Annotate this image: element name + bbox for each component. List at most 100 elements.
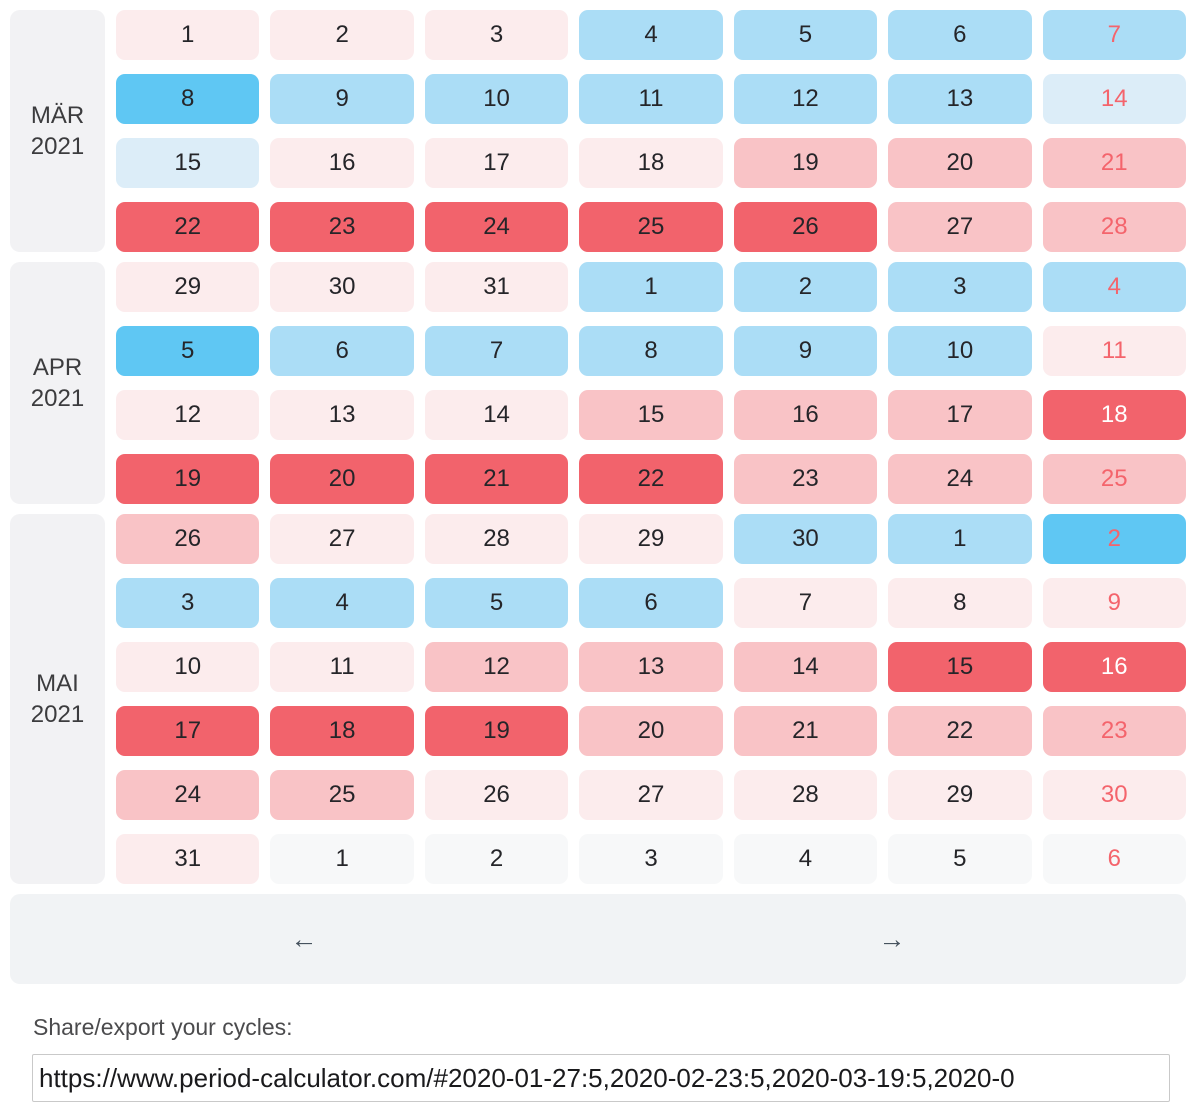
day-cell[interactable]: 21	[1042, 138, 1186, 188]
day-cell[interactable]: 30	[733, 514, 878, 564]
day-cell[interactable]: 4	[579, 10, 723, 60]
day-cell[interactable]: 17	[116, 706, 260, 756]
day-cell[interactable]: 29	[116, 262, 260, 312]
day-cell[interactable]: 1	[888, 514, 1032, 564]
day-cell[interactable]: 23	[733, 454, 878, 504]
day-cell[interactable]: 2	[424, 834, 569, 884]
day-cell[interactable]: 15	[579, 390, 723, 440]
day-cell[interactable]: 9	[1042, 578, 1186, 628]
day-cell[interactable]: 31	[424, 262, 569, 312]
day-cell[interactable]: 2	[270, 10, 414, 60]
day-cell[interactable]: 11	[579, 74, 723, 124]
day-cell[interactable]: 9	[270, 74, 414, 124]
day-cell[interactable]: 29	[579, 514, 723, 564]
day-cell[interactable]: 22	[116, 202, 260, 252]
day-cell[interactable]: 5	[424, 578, 569, 628]
day-cell[interactable]: 12	[733, 74, 878, 124]
day-cell[interactable]: 21	[733, 706, 878, 756]
day-cell[interactable]: 26	[733, 202, 878, 252]
day-cell[interactable]: 7	[1042, 10, 1186, 60]
day-cell[interactable]: 24	[424, 202, 569, 252]
day-cell[interactable]: 9	[733, 326, 878, 376]
day-cell[interactable]: 6	[270, 326, 414, 376]
day-cell[interactable]: 4	[1042, 262, 1186, 312]
day-cell[interactable]: 15	[116, 138, 260, 188]
day-cell[interactable]: 23	[1042, 706, 1186, 756]
day-cell[interactable]: 14	[424, 390, 569, 440]
day-cell[interactable]: 30	[270, 262, 414, 312]
day-cell[interactable]: 12	[424, 642, 569, 692]
day-cell[interactable]: 17	[888, 390, 1032, 440]
day-cell[interactable]: 30	[1042, 770, 1186, 820]
day-cell[interactable]: 27	[579, 770, 723, 820]
day-cell[interactable]: 16	[270, 138, 414, 188]
day-cell[interactable]: 22	[888, 706, 1032, 756]
day-cell[interactable]: 31	[116, 834, 260, 884]
day-cell[interactable]: 10	[424, 74, 569, 124]
day-cell[interactable]: 17	[424, 138, 569, 188]
day-cell[interactable]: 26	[424, 770, 569, 820]
day-cell[interactable]: 19	[424, 706, 569, 756]
day-cell[interactable]: 20	[888, 138, 1032, 188]
day-cell[interactable]: 5	[888, 834, 1032, 884]
day-cell[interactable]: 3	[579, 834, 723, 884]
day-cell[interactable]: 6	[579, 578, 723, 628]
day-cell[interactable]: 18	[579, 138, 723, 188]
day-cell[interactable]: 15	[888, 642, 1032, 692]
day-cell[interactable]: 10	[116, 642, 260, 692]
day-cell[interactable]: 6	[888, 10, 1032, 60]
day-cell[interactable]: 20	[579, 706, 723, 756]
day-cell[interactable]: 11	[1042, 326, 1186, 376]
day-cell[interactable]: 25	[1042, 454, 1186, 504]
day-cell[interactable]: 24	[116, 770, 260, 820]
day-cell[interactable]: 28	[733, 770, 878, 820]
day-cell[interactable]: 7	[733, 578, 878, 628]
share-url-input[interactable]	[32, 1054, 1170, 1102]
day-cell[interactable]: 8	[888, 578, 1032, 628]
day-cell[interactable]: 1	[579, 262, 723, 312]
day-cell[interactable]: 24	[888, 454, 1032, 504]
day-cell[interactable]: 5	[733, 10, 878, 60]
day-cell[interactable]: 5	[116, 326, 260, 376]
day-cell[interactable]: 14	[1042, 74, 1186, 124]
next-months-button[interactable]: →	[598, 894, 1186, 984]
day-cell[interactable]: 3	[424, 10, 569, 60]
day-cell[interactable]: 2	[1042, 514, 1186, 564]
day-cell[interactable]: 8	[116, 74, 260, 124]
day-cell[interactable]: 20	[270, 454, 414, 504]
day-cell[interactable]: 25	[579, 202, 723, 252]
day-cell[interactable]: 27	[270, 514, 414, 564]
day-cell[interactable]: 3	[888, 262, 1032, 312]
day-cell[interactable]: 3	[116, 578, 260, 628]
day-cell[interactable]: 18	[270, 706, 414, 756]
day-cell[interactable]: 26	[116, 514, 260, 564]
prev-months-button[interactable]: ←	[10, 894, 598, 984]
day-cell[interactable]: 1	[116, 10, 260, 60]
day-cell[interactable]: 22	[579, 454, 723, 504]
day-cell[interactable]: 8	[579, 326, 723, 376]
day-cell[interactable]: 16	[1042, 642, 1186, 692]
day-cell[interactable]: 13	[888, 74, 1032, 124]
day-cell[interactable]: 18	[1042, 390, 1186, 440]
day-cell[interactable]: 28	[424, 514, 569, 564]
day-cell[interactable]: 4	[270, 578, 414, 628]
day-cell[interactable]: 19	[733, 138, 878, 188]
day-cell[interactable]: 23	[270, 202, 414, 252]
day-cell[interactable]: 2	[733, 262, 878, 312]
day-cell[interactable]: 10	[888, 326, 1032, 376]
day-cell[interactable]: 12	[116, 390, 260, 440]
day-cell[interactable]: 13	[270, 390, 414, 440]
day-cell[interactable]: 6	[1042, 834, 1186, 884]
day-cell[interactable]: 7	[424, 326, 569, 376]
day-cell[interactable]: 16	[733, 390, 878, 440]
day-cell[interactable]: 1	[270, 834, 414, 884]
day-cell[interactable]: 11	[270, 642, 414, 692]
day-cell[interactable]: 14	[733, 642, 878, 692]
day-cell[interactable]: 4	[733, 834, 878, 884]
day-cell[interactable]: 28	[1042, 202, 1186, 252]
day-cell[interactable]: 19	[116, 454, 260, 504]
day-cell[interactable]: 25	[270, 770, 414, 820]
day-cell[interactable]: 29	[888, 770, 1032, 820]
day-cell[interactable]: 27	[888, 202, 1032, 252]
day-cell[interactable]: 13	[579, 642, 723, 692]
